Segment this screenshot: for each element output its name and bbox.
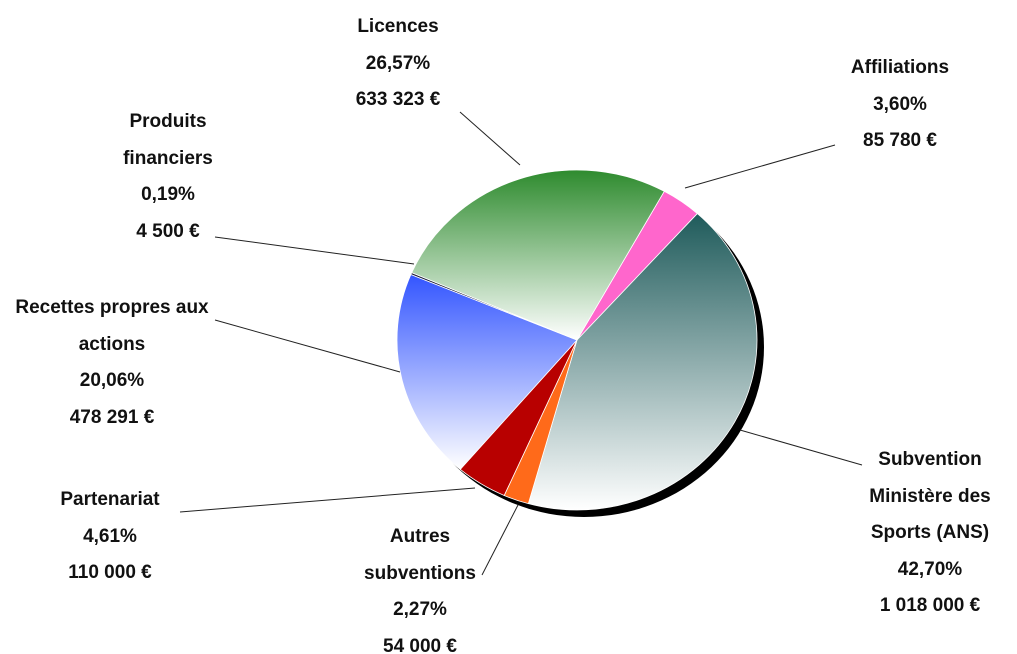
leader-line bbox=[214, 236, 415, 265]
amount-label: 478 291 € bbox=[69, 406, 155, 428]
leader-line bbox=[481, 504, 519, 576]
amount-label: 1 018 000 € bbox=[879, 595, 981, 616]
leader-line bbox=[684, 144, 836, 189]
amount-label: 54 000 € bbox=[383, 635, 457, 654]
pie-slice bbox=[396, 273, 578, 470]
leader-line bbox=[179, 487, 476, 513]
amount-label: 633 323 € bbox=[355, 89, 441, 110]
slice-label: Recettes propres aux actions 20,06% 478 29… bbox=[2, 290, 222, 436]
category-label: Partenariat bbox=[60, 489, 160, 510]
pie-slice bbox=[411, 169, 665, 341]
percent-label: 0,19% bbox=[141, 184, 195, 205]
category-label: Recettes propres aux actions bbox=[15, 297, 209, 355]
percent-label: 20,06% bbox=[79, 370, 145, 391]
amount-label: 4 500 € bbox=[136, 220, 200, 242]
category-label: Subvention Ministère des Sports (ANS) bbox=[869, 449, 991, 543]
slice-label: Licences 26,57% 633 323 € bbox=[318, 9, 478, 119]
slice-label: Produits financiers 0,19% 4 500 € bbox=[103, 104, 233, 250]
percent-label: 3,60% bbox=[873, 93, 927, 115]
category-label: Produits financiers bbox=[123, 111, 213, 169]
pie-slice bbox=[527, 213, 758, 511]
percent-label: 26,57% bbox=[365, 52, 431, 74]
slice-label: Subvention Ministère des Sports (ANS) 42,… bbox=[845, 442, 1015, 625]
leader-line bbox=[459, 111, 521, 166]
amount-label: 85 780 € bbox=[863, 130, 937, 151]
category-label: Licences bbox=[357, 16, 439, 37]
leader-line bbox=[214, 319, 401, 373]
percent-label: 42,70% bbox=[897, 558, 963, 580]
slice-label: Autres subventions 2,27% 54 000 € bbox=[345, 519, 495, 654]
amount-label: 110 000 € bbox=[68, 562, 152, 583]
category-label: Autres subventions bbox=[364, 526, 476, 584]
slice-label: Partenariat 4,61% 110 000 € bbox=[35, 482, 185, 592]
percent-label: 4,61% bbox=[83, 525, 137, 547]
slice-label: Affiliations 3,60% 85 780 € bbox=[820, 50, 980, 160]
leader-line bbox=[739, 429, 863, 466]
category-label: Affiliations bbox=[850, 57, 950, 78]
percent-label: 2,27% bbox=[393, 599, 447, 620]
